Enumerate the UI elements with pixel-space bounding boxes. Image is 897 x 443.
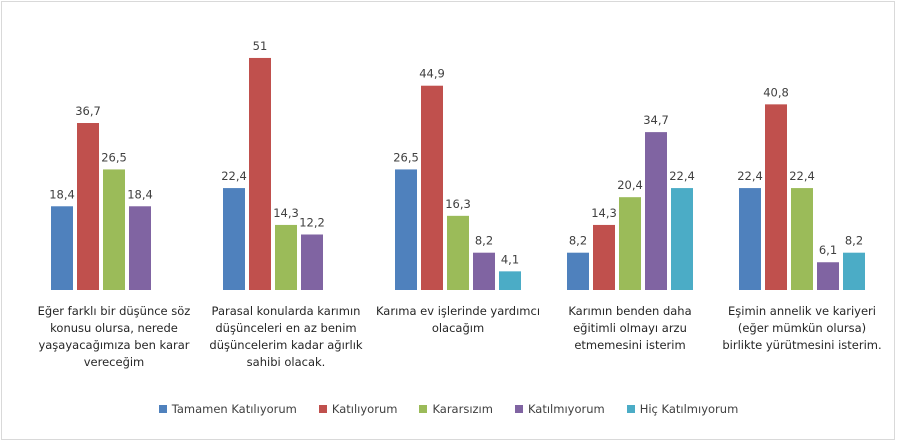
- value-label: 26,5: [393, 150, 419, 164]
- bar: [843, 252, 865, 290]
- legend-label: Katılmıyorum: [527, 402, 605, 416]
- legend-label: Hiç Katılmıyorum: [639, 402, 739, 416]
- category-label: Eğer farklı bir düşünce söz konusu olurs…: [37, 304, 191, 369]
- value-label: 20,4: [617, 178, 643, 192]
- value-label: 14,3: [591, 206, 617, 220]
- value-label: 8,2: [569, 234, 587, 248]
- bar: [129, 206, 151, 290]
- bar: [51, 206, 73, 290]
- value-label: 22,4: [789, 169, 815, 183]
- value-label: 51: [253, 39, 268, 53]
- bar: [593, 224, 615, 290]
- value-label: 44,9: [419, 67, 445, 81]
- value-label: 8,2: [475, 234, 493, 248]
- legend: Tamamen Katılıyorum Katılıyorum Kararsızım…: [0, 402, 897, 416]
- bar: [77, 123, 99, 290]
- legend-swatch: [514, 405, 523, 413]
- category-label: Parasal konularda karımın düşünceleri en…: [209, 304, 363, 369]
- bar: [275, 224, 297, 290]
- bar: [499, 271, 521, 290]
- legend-label: Katılıyorum: [331, 402, 398, 416]
- value-label: 18,4: [49, 187, 75, 201]
- legend-item: Katılıyorum: [318, 402, 398, 416]
- value-label: 16,3: [445, 197, 471, 211]
- legend-label: Tamamen Katılıyorum: [171, 402, 297, 416]
- value-label: 4,1: [501, 252, 519, 266]
- bar: [619, 197, 641, 290]
- category-label: Karıma ev işlerinde yardımcı olacağım: [375, 304, 541, 335]
- value-label: 12,2: [299, 215, 325, 229]
- bar: [817, 262, 839, 290]
- bar: [739, 188, 761, 290]
- value-label: 40,8: [763, 85, 789, 99]
- value-label: 22,4: [737, 169, 763, 183]
- legend-swatch: [318, 405, 327, 413]
- bar: [395, 169, 417, 290]
- value-label: 8,2: [845, 234, 863, 248]
- value-label: 22,4: [221, 169, 247, 183]
- bar: [765, 104, 787, 290]
- category-label: Eşimin annelik ve kariyeri (eğer mümkün …: [722, 304, 882, 352]
- value-label: 18,4: [127, 187, 153, 201]
- value-label: 14,3: [273, 206, 299, 220]
- bar: [671, 188, 693, 290]
- bar: [567, 252, 589, 290]
- value-label: 6,1: [819, 243, 837, 257]
- category-label: Karımın benden daha eğitimli olmayı arzu…: [568, 304, 692, 352]
- bar: [645, 132, 667, 290]
- bar: [421, 85, 443, 290]
- legend-item: Tamamen Katılıyorum: [158, 402, 297, 416]
- legend-swatch: [626, 405, 635, 413]
- value-label: 34,7: [643, 113, 669, 127]
- legend-item: Kararsızım: [419, 402, 493, 416]
- bar: [791, 188, 813, 290]
- bar: [301, 234, 323, 290]
- bar: [473, 252, 495, 290]
- legend-label: Kararsızım: [432, 402, 493, 416]
- bar: [447, 215, 469, 290]
- bar: [249, 57, 271, 291]
- value-label: 36,7: [75, 104, 101, 118]
- legend-swatch: [419, 405, 428, 413]
- legend-item: Hiç Katılmıyorum: [626, 402, 739, 416]
- bar: [223, 188, 245, 290]
- legend-item: Katılmıyorum: [514, 402, 605, 416]
- legend-swatch: [158, 405, 167, 413]
- value-label: 22,4: [669, 169, 695, 183]
- bar: [103, 169, 125, 290]
- value-label: 26,5: [101, 150, 127, 164]
